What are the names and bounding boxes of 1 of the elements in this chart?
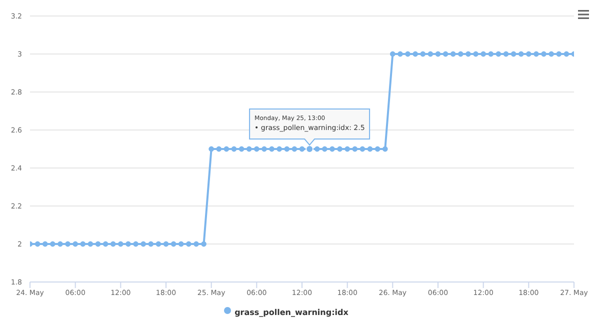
legend-label: grass_pollen_warning:idx [234, 308, 348, 317]
